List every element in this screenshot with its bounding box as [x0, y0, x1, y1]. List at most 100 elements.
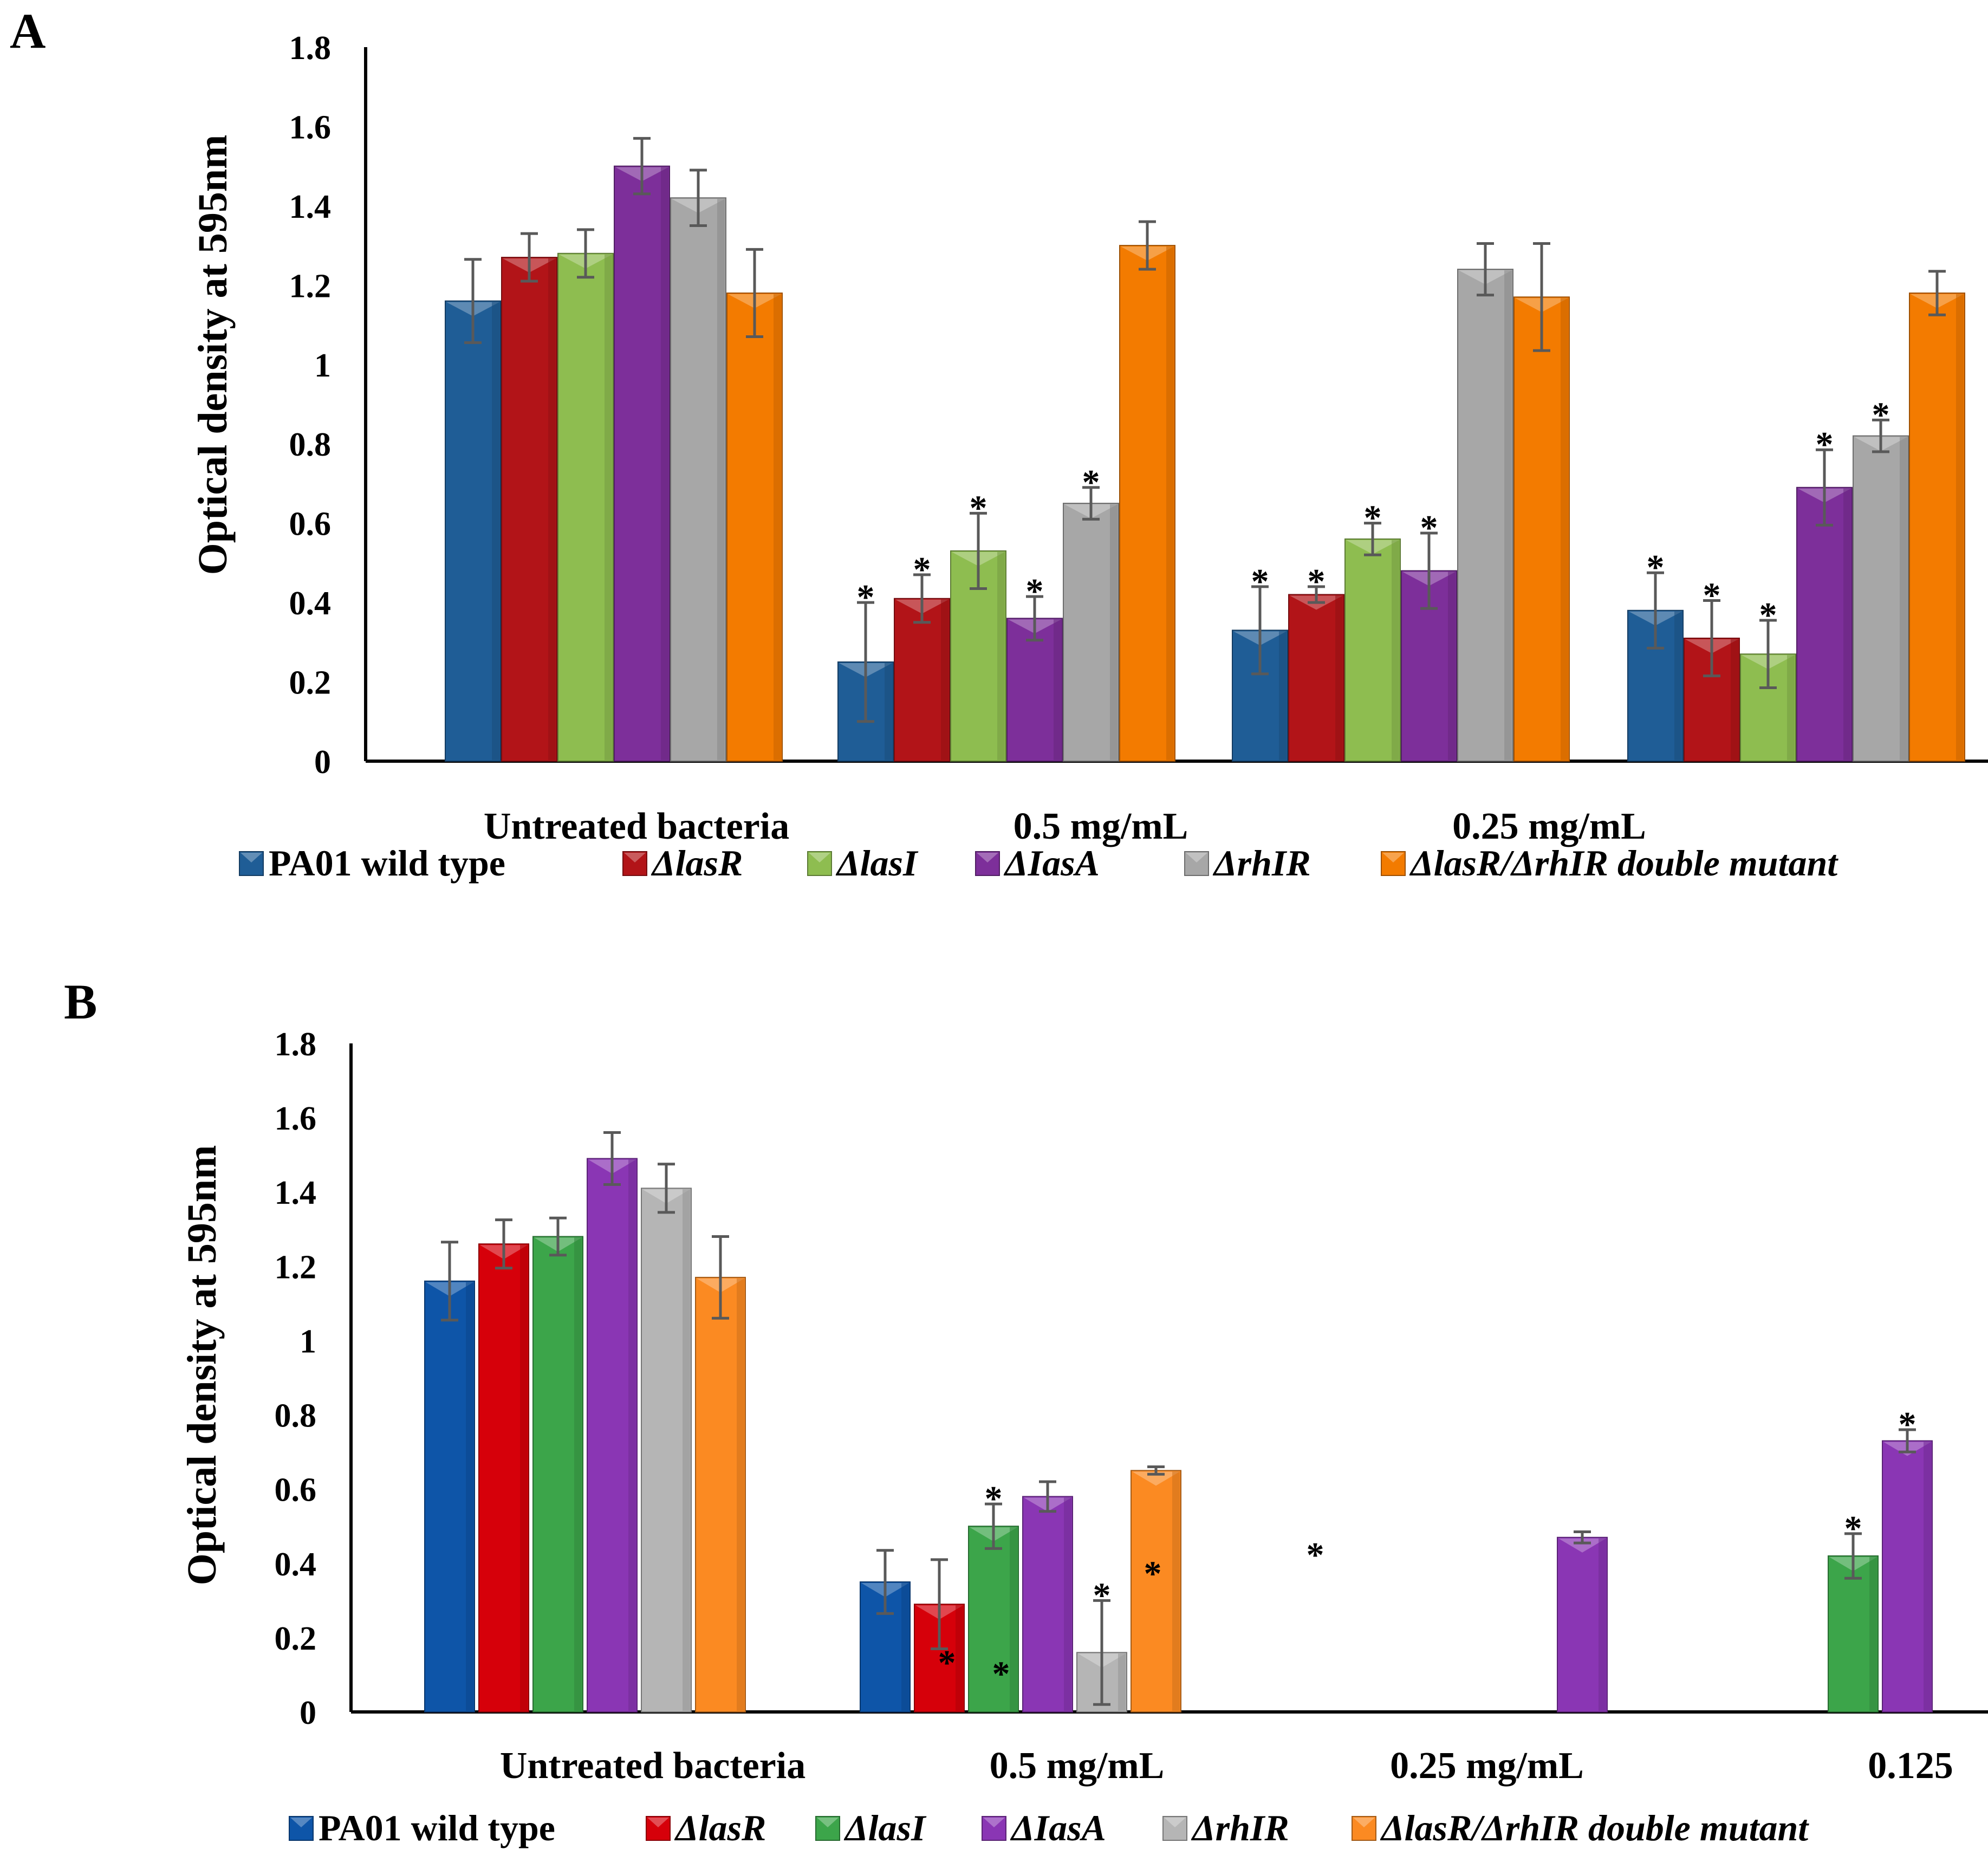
y-tick-label: 1.4	[289, 189, 332, 225]
legend-item: ΔlasR/ΔrhIR double mutant	[1381, 842, 1838, 884]
y-tick-label: 0.6	[275, 1472, 317, 1509]
y-tick-label: 0.6	[289, 506, 332, 543]
bar	[478, 1243, 529, 1712]
panel-a: A 0 0.2 0.4 0.6 0.8 1 1.2 1.4 1.6 1.8 Optical densi…	[10, 3, 1988, 884]
error-bar	[441, 1241, 458, 1322]
y-tick-label: 1	[314, 347, 331, 384]
legend-label: ΔrhIR	[1191, 1807, 1289, 1848]
legend-item: ΔIasA	[975, 842, 1100, 884]
error-bar	[1844, 1532, 1862, 1580]
error-bar	[1816, 448, 1833, 527]
bar	[1457, 269, 1513, 762]
significance-star: *	[970, 488, 987, 528]
category-label: 0.5 mg/mL	[990, 1745, 1165, 1787]
legend-item: ΔlasR/ΔrhIR double mutant	[1352, 1807, 1809, 1848]
bar	[968, 1526, 1019, 1712]
bar	[557, 252, 614, 762]
category-label: 0.125	[1868, 1745, 1953, 1787]
significance-star: *	[1364, 498, 1382, 538]
significance-star: *	[1026, 572, 1044, 611]
significance-star: *	[1308, 562, 1326, 601]
error-bar	[464, 258, 482, 345]
category-label: 0.25 mg/mL	[1390, 1745, 1584, 1787]
significance-star: *	[1816, 425, 1834, 464]
error-bar	[1647, 571, 1664, 650]
error-bar	[577, 228, 594, 279]
y-tick-label: 1.2	[275, 1249, 317, 1286]
bar	[1344, 538, 1401, 762]
significance-star: *	[1307, 1535, 1324, 1575]
panel-b: B 0 0.2 0.4 0.6 0.8 1 1.2 1.4 1.6 1.8 Optical densi…	[64, 974, 1988, 1848]
y-tick-label: 1.8	[289, 30, 332, 67]
legend-item: ΔrhIR	[1184, 842, 1311, 884]
error-bar	[913, 573, 931, 624]
y-tick-label: 0	[314, 744, 331, 781]
legend-label: ΔrhIR	[1212, 842, 1311, 884]
y-tick-label: 1.4	[275, 1175, 317, 1211]
bar	[670, 197, 726, 762]
error-bar	[1082, 486, 1100, 521]
significance-star: *	[1144, 1554, 1162, 1593]
error-bar	[1420, 531, 1438, 610]
category-label: Untreated bacteria	[500, 1745, 805, 1787]
legend-label: ΔlasR	[674, 1807, 766, 1848]
y-tick-label: 0.8	[275, 1398, 317, 1435]
error-bar	[690, 168, 707, 227]
panel-letter-a: A	[10, 3, 46, 59]
y-tick-label: 1	[300, 1323, 316, 1360]
significance-star: *	[1759, 595, 1777, 635]
bar	[1288, 594, 1344, 762]
legend-label: ΔlasR/ΔrhIR double mutant	[1380, 1807, 1809, 1848]
error-bar	[1872, 418, 1889, 453]
error-bar	[1533, 242, 1550, 352]
significance-star: *	[857, 578, 875, 617]
error-bar	[1308, 585, 1325, 604]
error-bar	[658, 1163, 675, 1214]
error-bar	[857, 601, 874, 723]
error-bar	[603, 1131, 621, 1186]
bar	[501, 257, 557, 762]
bar	[445, 300, 501, 762]
significance-star: *	[1082, 463, 1100, 502]
bar	[1119, 245, 1175, 762]
error-bar	[1251, 585, 1269, 676]
significance-star: *	[938, 1643, 956, 1683]
error-bar	[521, 232, 538, 283]
significance-star: *	[1703, 575, 1721, 615]
y-tick-label: 0.4	[275, 1546, 317, 1583]
significance-star: *	[1647, 548, 1665, 587]
legend-label: ΔIasA	[1010, 1807, 1106, 1848]
y-axis-label: Optical density at 595nm	[190, 135, 236, 575]
error-bar	[495, 1218, 512, 1270]
bar	[641, 1188, 692, 1713]
bar	[424, 1280, 475, 1713]
y-tick-label: 0.8	[289, 426, 332, 463]
legend-label: ΔlasI	[843, 1807, 927, 1848]
y-tick-label: 0	[300, 1695, 316, 1731]
y-tick-label: 0.4	[289, 585, 332, 622]
bar	[1909, 292, 1965, 762]
significance-star: *	[1420, 508, 1438, 548]
bar	[1006, 618, 1063, 762]
error-bar	[1928, 270, 1946, 316]
error-bar	[876, 1549, 894, 1615]
significance-star: *	[992, 1654, 1010, 1694]
significance-star: *	[913, 550, 931, 589]
error-bar	[746, 248, 763, 339]
y-tick-label: 1.6	[289, 109, 332, 146]
legend-item: ΔrhIR	[1162, 1807, 1289, 1848]
legend-swatch	[646, 1816, 671, 1841]
y-axis-label: Optical density at 595nm	[179, 1145, 225, 1586]
bar	[1131, 1470, 1181, 1713]
bar	[1796, 486, 1853, 762]
category-label: 0.25 mg/mL	[1452, 806, 1646, 847]
error-bar	[931, 1558, 948, 1650]
error-bar	[1759, 619, 1777, 690]
legend-swatch	[289, 1816, 314, 1841]
y-tick-label: 1.8	[275, 1026, 317, 1063]
panel-letter-b: B	[64, 974, 97, 1029]
error-bar	[1139, 220, 1156, 271]
bar	[614, 165, 670, 762]
bar	[726, 292, 783, 762]
